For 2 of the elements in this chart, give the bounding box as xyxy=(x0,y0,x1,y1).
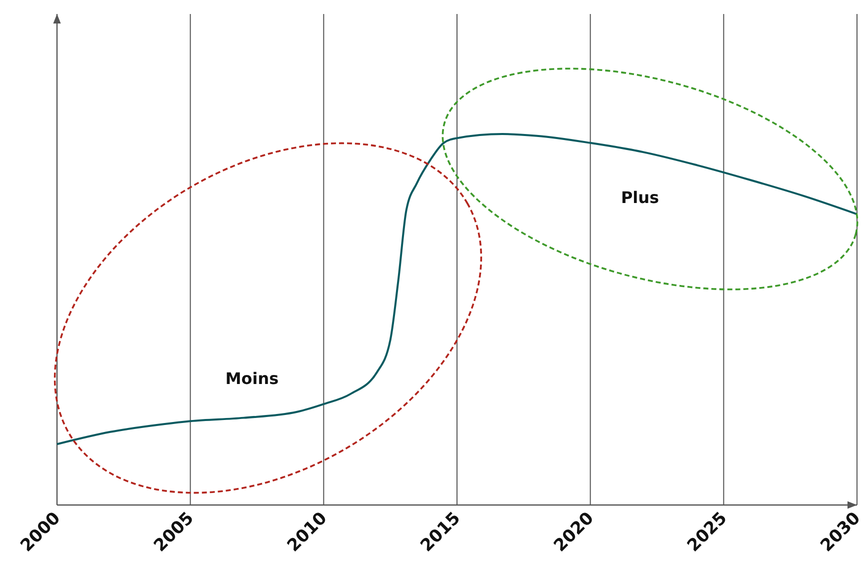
annotation: Moins xyxy=(225,369,279,388)
annotation: Plus xyxy=(620,188,660,207)
